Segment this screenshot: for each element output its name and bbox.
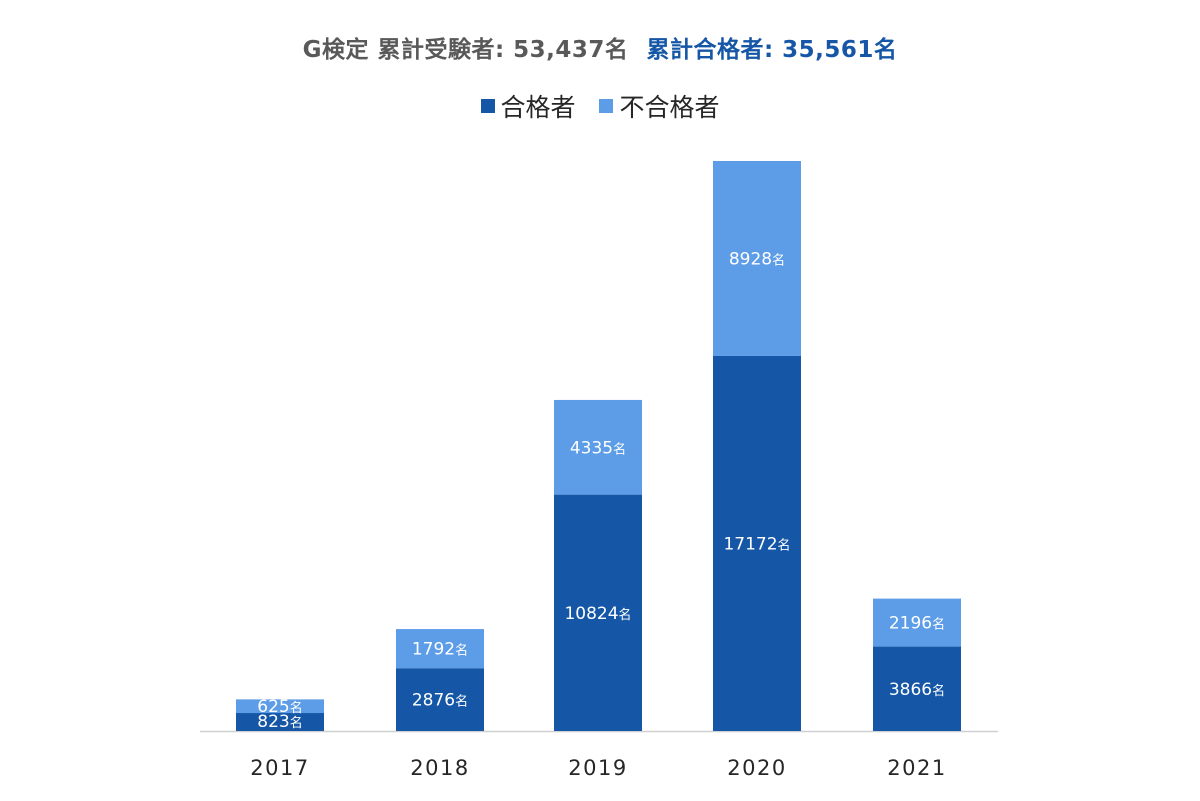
x-tick-label-2017: 2017 xyxy=(250,756,309,780)
legend: 合格者 不合格者 xyxy=(0,88,1200,124)
data-label-fail-2021: 2196名 xyxy=(889,614,945,634)
x-tick-label-2018: 2018 xyxy=(410,756,469,780)
x-tick-label-2020: 2020 xyxy=(727,756,786,780)
title-total-passers: 累計合格者: 35,561名 xyxy=(646,37,898,63)
bar-fail-2019 xyxy=(554,399,642,495)
data-label-pass-2018: 2876名 xyxy=(412,691,468,711)
data-label-pass-2017: 823名 xyxy=(257,712,302,732)
data-label-pass-2020: 17172名 xyxy=(723,534,790,554)
legend-swatch-fail xyxy=(599,99,614,113)
bar-fail-2017 xyxy=(236,699,324,714)
chart-title: G検定 累計受験者: 53,437名 累計合格者: 35,561名 xyxy=(0,30,1200,64)
bar-fail-2021 xyxy=(873,598,961,647)
bar-fail-2018 xyxy=(396,629,484,669)
legend-label-pass: 合格者 xyxy=(500,93,576,122)
legend-item-pass: 合格者 xyxy=(480,88,576,124)
data-label-fail-2020: 8928名 xyxy=(729,249,785,269)
data-label-pass-2019: 10824名 xyxy=(564,604,631,624)
legend-swatch-pass xyxy=(480,99,495,113)
x-tick-label-2021: 2021 xyxy=(887,756,946,780)
data-label-fail-2017: 625名 xyxy=(257,697,302,717)
legend-label-fail: 不合格者 xyxy=(619,93,720,122)
bar-fail-2020 xyxy=(713,161,801,356)
title-total-examinees: G検定 累計受験者: 53,437名 xyxy=(302,37,629,63)
bar-pass-2021 xyxy=(873,646,961,731)
x-tick-label-2019: 2019 xyxy=(568,756,627,780)
bar-pass-2020 xyxy=(713,355,801,731)
data-label-fail-2019: 4335名 xyxy=(570,438,626,458)
data-label-pass-2021: 3866名 xyxy=(889,680,945,700)
bar-pass-2019 xyxy=(554,494,642,731)
bar-pass-2018 xyxy=(396,668,484,731)
legend-item-fail: 不合格者 xyxy=(599,88,719,124)
bar-pass-2017 xyxy=(236,713,324,731)
data-label-fail-2018: 1792名 xyxy=(412,640,468,660)
